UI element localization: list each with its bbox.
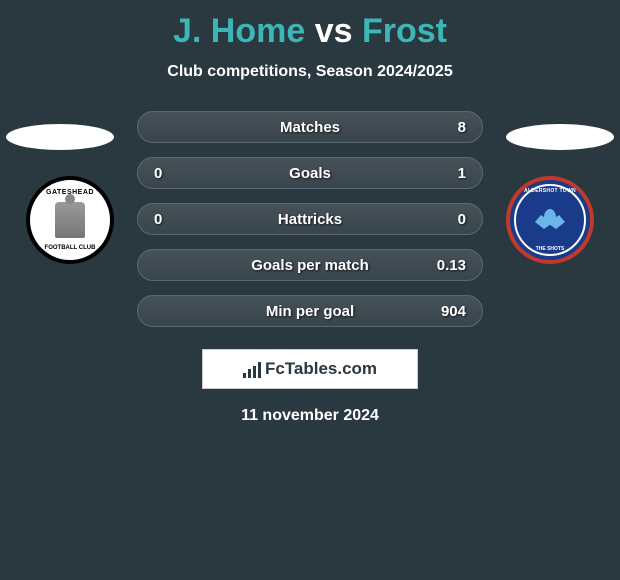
vs-text: vs xyxy=(315,12,353,50)
stat-row: Goals per match 0.13 xyxy=(137,249,483,281)
brand-box[interactable]: FcTables.com xyxy=(202,349,418,389)
phoenix-icon xyxy=(533,205,567,235)
club-logo-right: ALDERSHOT TOWN THE SHOTS xyxy=(506,176,594,264)
stat-right-value: 904 xyxy=(426,303,466,320)
player1-name: J. Home xyxy=(173,12,305,50)
stat-left-value: 0 xyxy=(154,211,194,228)
subtitle: Club competitions, Season 2024/2025 xyxy=(0,63,620,81)
stat-row: Min per goal 904 xyxy=(137,295,483,327)
bar-chart-icon xyxy=(243,360,261,378)
stat-label: Min per goal xyxy=(266,303,354,320)
stat-label: Hattricks xyxy=(278,211,342,228)
player1-placeholder-ellipse xyxy=(6,124,114,150)
brand-text: FcTables.com xyxy=(265,359,377,379)
stat-row: 0 Hattricks 0 xyxy=(137,203,483,235)
page-title: J. Home vs Frost xyxy=(0,0,620,51)
player2-placeholder-ellipse xyxy=(506,124,614,150)
gateshead-sculpture-icon xyxy=(55,202,85,238)
club-right-sub: THE SHOTS xyxy=(536,246,565,252)
stat-label: Matches xyxy=(280,119,340,136)
stat-label: Goals per match xyxy=(251,257,369,274)
stat-label: Goals xyxy=(289,165,331,182)
club-left-sub: FOOTBALL CLUB xyxy=(45,245,96,251)
stat-right-value: 8 xyxy=(426,119,466,136)
stat-right-value: 0.13 xyxy=(426,257,466,274)
date-text: 11 november 2024 xyxy=(0,407,620,425)
club-logo-left: GATESHEAD FOOTBALL CLUB xyxy=(26,176,114,264)
stat-row: Matches 8 xyxy=(137,111,483,143)
stat-row: 0 Goals 1 xyxy=(137,157,483,189)
stat-left-value: 0 xyxy=(154,165,194,182)
stat-right-value: 0 xyxy=(426,211,466,228)
stat-right-value: 1 xyxy=(426,165,466,182)
player2-name: Frost xyxy=(362,12,447,50)
club-right-name: ALDERSHOT TOWN xyxy=(524,188,576,194)
